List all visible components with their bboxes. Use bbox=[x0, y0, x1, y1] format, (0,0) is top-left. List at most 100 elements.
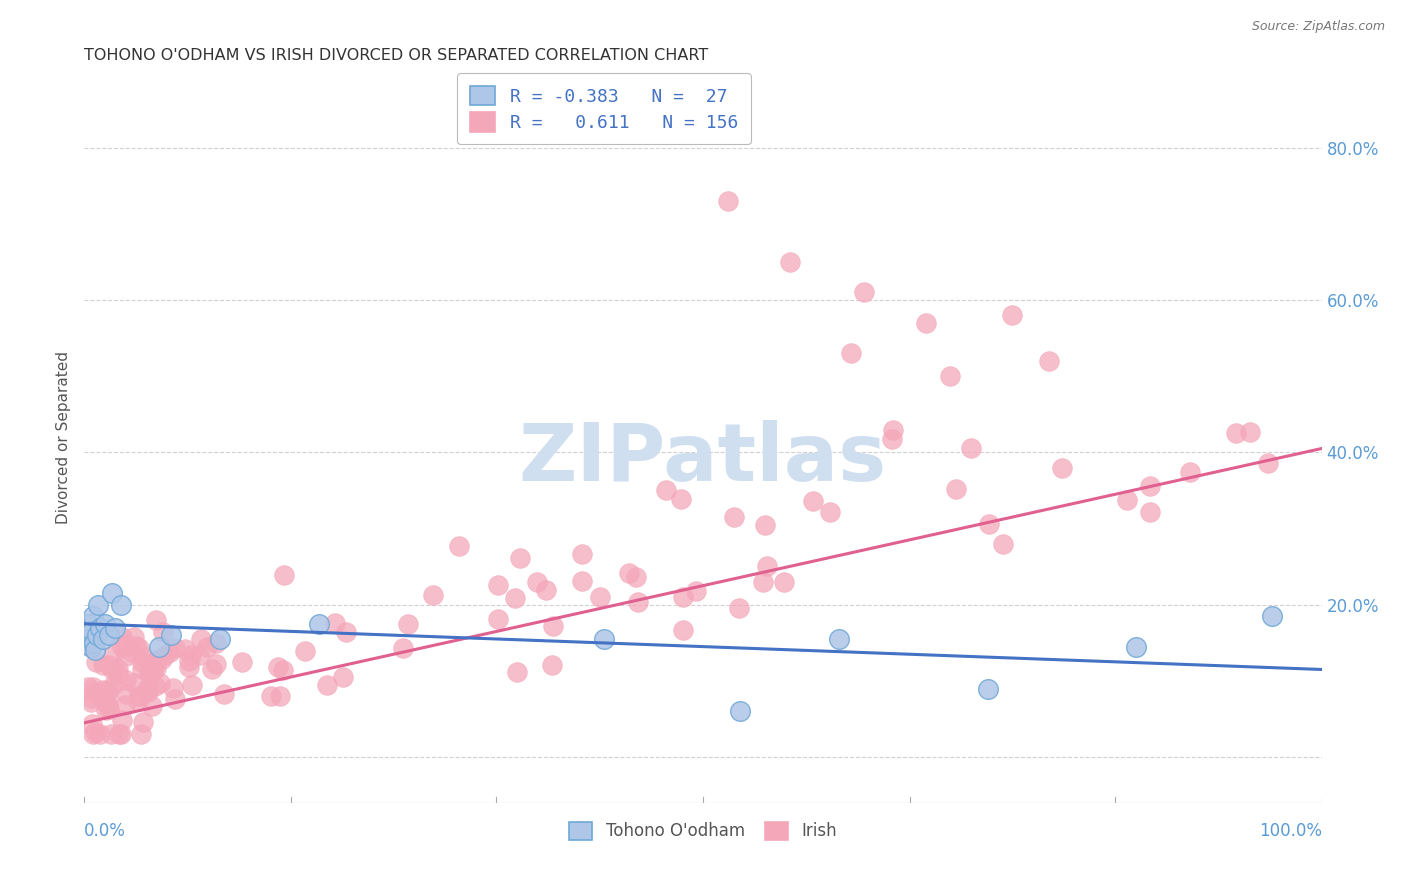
Point bbox=[779, 255, 801, 269]
Point bbox=[1050, 460, 1073, 475]
Point bbox=[205, 657, 228, 671]
Point bbox=[103, 677, 125, 691]
Point bbox=[87, 598, 110, 612]
Point bbox=[136, 684, 159, 698]
Point bbox=[128, 690, 150, 704]
Point bbox=[89, 621, 111, 635]
Point bbox=[269, 689, 291, 703]
Legend: Tohono O'odham, Irish: Tohono O'odham, Irish bbox=[562, 815, 844, 847]
Point bbox=[115, 649, 138, 664]
Text: Source: ZipAtlas.com: Source: ZipAtlas.com bbox=[1251, 20, 1385, 33]
Text: TOHONO O'ODHAM VS IRISH DIVORCED OR SEPARATED CORRELATION CHART: TOHONO O'ODHAM VS IRISH DIVORCED OR SEPA… bbox=[84, 48, 709, 63]
Point bbox=[486, 612, 509, 626]
Point bbox=[174, 641, 197, 656]
Point bbox=[1139, 479, 1161, 493]
Point bbox=[77, 616, 100, 631]
Point bbox=[114, 673, 136, 688]
Point bbox=[506, 665, 529, 680]
Point bbox=[672, 623, 695, 637]
Point bbox=[671, 590, 693, 604]
Point bbox=[271, 663, 294, 677]
Text: 100.0%: 100.0% bbox=[1258, 822, 1322, 840]
Point bbox=[142, 662, 165, 676]
Point bbox=[82, 680, 104, 694]
Point bbox=[121, 645, 143, 659]
Point bbox=[131, 727, 153, 741]
Point bbox=[93, 689, 115, 703]
Point bbox=[505, 591, 527, 605]
Point bbox=[101, 663, 124, 677]
Point bbox=[90, 689, 112, 703]
Point bbox=[84, 655, 107, 669]
Point bbox=[486, 578, 509, 592]
Point bbox=[852, 285, 875, 300]
Point bbox=[828, 632, 851, 646]
Point bbox=[84, 686, 107, 700]
Point bbox=[190, 632, 212, 646]
Point bbox=[128, 689, 150, 703]
Point bbox=[993, 537, 1015, 551]
Point bbox=[152, 625, 174, 640]
Point bbox=[841, 346, 863, 360]
Point bbox=[188, 648, 211, 662]
Point bbox=[571, 547, 593, 561]
Point bbox=[543, 619, 565, 633]
Point bbox=[136, 683, 159, 698]
Point bbox=[589, 590, 612, 604]
Point bbox=[945, 482, 967, 496]
Point bbox=[94, 616, 117, 631]
Point bbox=[723, 509, 745, 524]
Point bbox=[115, 687, 138, 701]
Point bbox=[163, 641, 186, 656]
Point bbox=[89, 727, 111, 741]
Point bbox=[89, 687, 111, 701]
Point bbox=[142, 656, 165, 670]
Point bbox=[939, 369, 962, 384]
Point bbox=[914, 316, 936, 330]
Point bbox=[141, 698, 163, 713]
Point bbox=[145, 613, 167, 627]
Point bbox=[160, 628, 183, 642]
Point bbox=[98, 658, 121, 673]
Point bbox=[159, 645, 181, 659]
Point bbox=[132, 650, 155, 665]
Point bbox=[801, 494, 824, 508]
Point bbox=[772, 574, 794, 589]
Point bbox=[83, 636, 105, 650]
Point bbox=[141, 665, 163, 679]
Point bbox=[626, 570, 648, 584]
Point bbox=[181, 677, 204, 691]
Point bbox=[101, 647, 124, 661]
Point bbox=[655, 483, 678, 498]
Point bbox=[110, 598, 132, 612]
Point bbox=[114, 698, 136, 712]
Point bbox=[131, 656, 153, 670]
Point bbox=[100, 586, 122, 600]
Point bbox=[111, 640, 134, 654]
Point bbox=[111, 713, 134, 727]
Point bbox=[1257, 456, 1279, 470]
Point bbox=[882, 423, 904, 437]
Point bbox=[107, 666, 129, 681]
Point bbox=[669, 492, 692, 507]
Point bbox=[97, 702, 120, 716]
Point bbox=[82, 716, 104, 731]
Point bbox=[717, 194, 740, 208]
Point bbox=[526, 575, 548, 590]
Point bbox=[84, 643, 107, 657]
Point bbox=[1001, 308, 1024, 322]
Point bbox=[593, 632, 616, 646]
Point bbox=[392, 641, 415, 656]
Point bbox=[728, 600, 751, 615]
Point bbox=[818, 505, 841, 519]
Point bbox=[82, 727, 104, 741]
Point bbox=[97, 685, 120, 699]
Point bbox=[325, 615, 347, 630]
Point bbox=[91, 683, 114, 698]
Point bbox=[98, 628, 121, 642]
Point bbox=[273, 567, 295, 582]
Point bbox=[882, 433, 904, 447]
Point bbox=[153, 648, 176, 663]
Point bbox=[177, 659, 200, 673]
Point bbox=[80, 690, 103, 705]
